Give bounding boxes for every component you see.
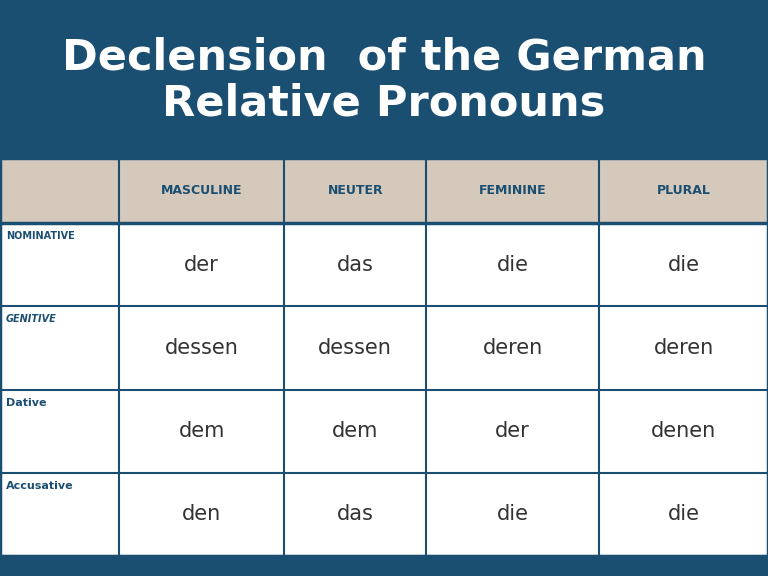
Text: die: die <box>497 505 528 524</box>
Text: PLURAL: PLURAL <box>657 184 710 197</box>
Bar <box>0 0 768 158</box>
Bar <box>0 158 768 223</box>
Text: die: die <box>497 255 528 275</box>
Text: das: das <box>336 255 374 275</box>
Text: dessen: dessen <box>318 338 392 358</box>
Text: der: der <box>495 421 530 441</box>
Text: GENITIVE: GENITIVE <box>6 314 57 324</box>
Text: denen: denen <box>651 421 716 441</box>
Text: NEUTER: NEUTER <box>327 184 383 197</box>
Text: deren: deren <box>482 338 543 358</box>
Text: die: die <box>667 255 700 275</box>
Text: Declension  of the German: Declension of the German <box>61 36 707 78</box>
Text: deren: deren <box>654 338 713 358</box>
Text: die: die <box>667 505 700 524</box>
Text: dessen: dessen <box>164 338 239 358</box>
Bar <box>0 158 768 556</box>
Bar <box>0 556 768 576</box>
Text: Accusative: Accusative <box>6 481 74 491</box>
Text: FEMININE: FEMININE <box>478 184 547 197</box>
Text: der: der <box>184 255 219 275</box>
Text: das: das <box>336 505 374 524</box>
Text: dem: dem <box>178 421 225 441</box>
Text: den: den <box>182 505 221 524</box>
Text: NOMINATIVE: NOMINATIVE <box>6 231 74 241</box>
Text: MASCULINE: MASCULINE <box>161 184 243 197</box>
Text: Relative Pronouns: Relative Pronouns <box>162 83 606 125</box>
Text: dem: dem <box>332 421 379 441</box>
Text: Dative: Dative <box>6 397 47 407</box>
